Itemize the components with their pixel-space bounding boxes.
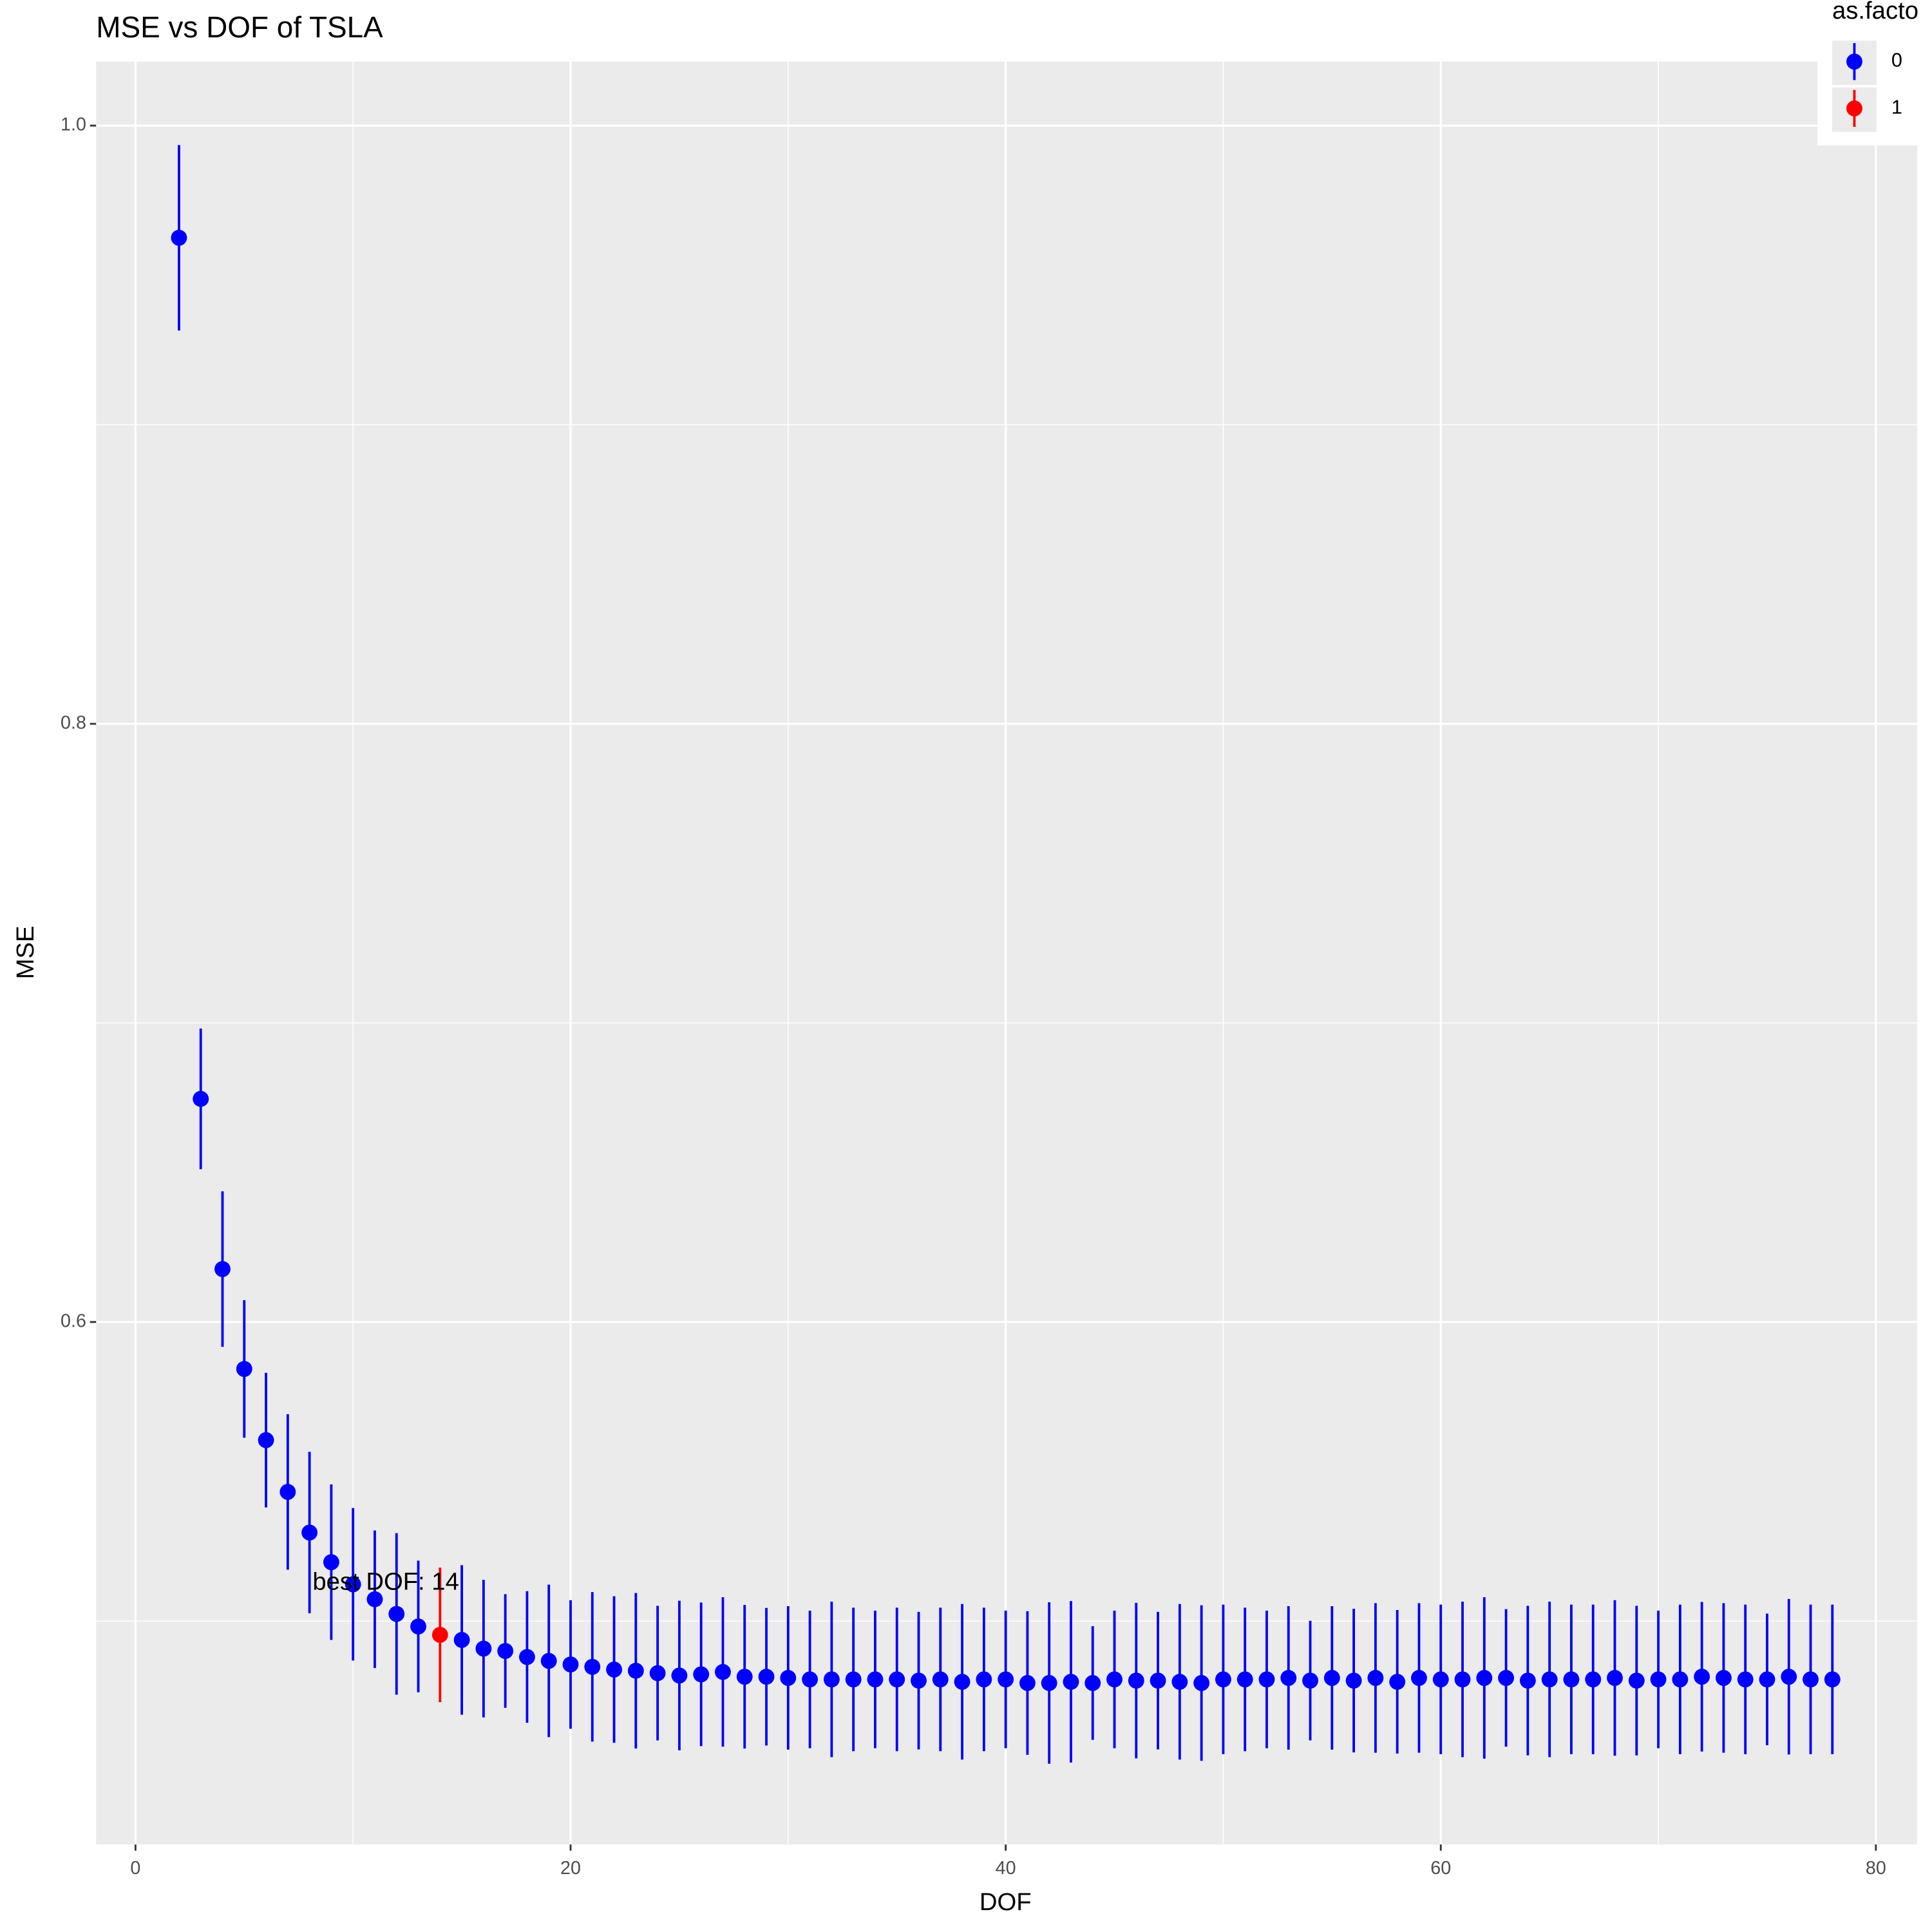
data-point [1411,1670,1427,1686]
data-point [1106,1671,1122,1688]
data-point [998,1671,1014,1688]
data-point [693,1666,710,1683]
data-point [889,1671,905,1688]
data-point [1607,1670,1623,1686]
data-point [584,1658,601,1675]
data-point [1824,1671,1841,1688]
data-point [1803,1671,1819,1688]
data-point [1781,1669,1797,1685]
data-point [736,1669,753,1685]
data-point [323,1554,339,1571]
x-tick-label: 0 [130,1858,140,1879]
data-point [540,1653,557,1669]
data-point [345,1576,361,1593]
data-point [1323,1670,1340,1686]
data-point [823,1671,840,1688]
data-point [1193,1674,1210,1691]
data-point [410,1618,426,1635]
legend-label: 1 [1891,96,1902,118]
data-point [1628,1672,1645,1689]
legend-key-point [1846,100,1862,117]
data-point [627,1662,644,1679]
data-point [1737,1671,1754,1688]
chart-title: MSE vs DOF of TSLA [96,10,383,44]
data-point [802,1671,819,1688]
data-point [1519,1672,1536,1689]
data-point [1498,1670,1515,1686]
data-point [171,229,187,246]
x-tick-label: 60 [1430,1858,1451,1879]
data-point [671,1667,688,1684]
data-point [258,1432,274,1448]
data-point [1280,1670,1297,1686]
data-point [606,1662,622,1678]
data-point [1563,1671,1580,1688]
data-point [1236,1671,1253,1688]
data-point [1367,1670,1384,1686]
data-point [932,1671,949,1688]
data-point [214,1261,231,1278]
data-point [562,1656,579,1673]
data-point [1541,1671,1558,1688]
legend-title: as.facto [1832,0,1918,24]
data-point [301,1524,318,1541]
data-point [780,1670,797,1686]
data-point [1672,1671,1689,1688]
y-tick-label: 0.6 [61,1311,86,1331]
annotation: best DOF: 14 [312,1567,459,1595]
data-point [388,1605,405,1622]
x-tick-label: 40 [996,1858,1016,1879]
y-tick-label: 0.8 [61,712,86,733]
legend-key-point [1846,53,1862,70]
data-point [193,1090,209,1107]
data-point [1715,1670,1732,1686]
data-point [1345,1672,1362,1689]
y-tick-label: 1.0 [61,115,86,135]
data-point [1063,1674,1079,1690]
data-point [1150,1672,1166,1689]
data-point [1302,1672,1318,1689]
data-point [475,1640,492,1657]
legend-label: 0 [1891,50,1902,71]
data-point [1258,1671,1275,1688]
data-point [236,1361,252,1378]
data-point [1694,1669,1710,1685]
data-point [1084,1674,1101,1691]
data-point [1454,1671,1471,1688]
data-point [845,1671,862,1688]
data-point [497,1643,514,1660]
data-point [431,1627,448,1643]
data-point [1171,1674,1188,1690]
data-point [1759,1671,1776,1688]
data-point [1128,1672,1144,1689]
data-point [954,1674,971,1690]
data-point [279,1484,296,1501]
x-axis-label: DOF [980,1888,1032,1916]
data-point [649,1665,666,1681]
data-point [366,1591,383,1607]
data-point [453,1632,470,1648]
data-point [758,1669,775,1685]
data-point [976,1671,992,1688]
data-point [1389,1674,1406,1690]
data-point [1432,1671,1449,1688]
data-point [911,1672,927,1689]
data-point [1650,1671,1667,1688]
data-point [1476,1670,1493,1686]
data-point [1215,1671,1231,1688]
x-tick-label: 20 [560,1858,581,1879]
y-axis-label: MSE [12,926,39,980]
data-point [715,1663,731,1680]
data-point [1585,1671,1602,1688]
data-point [1019,1674,1036,1691]
x-tick-label: 80 [1866,1858,1886,1879]
data-point [518,1649,535,1665]
data-point [1041,1674,1057,1691]
data-point [867,1671,884,1688]
